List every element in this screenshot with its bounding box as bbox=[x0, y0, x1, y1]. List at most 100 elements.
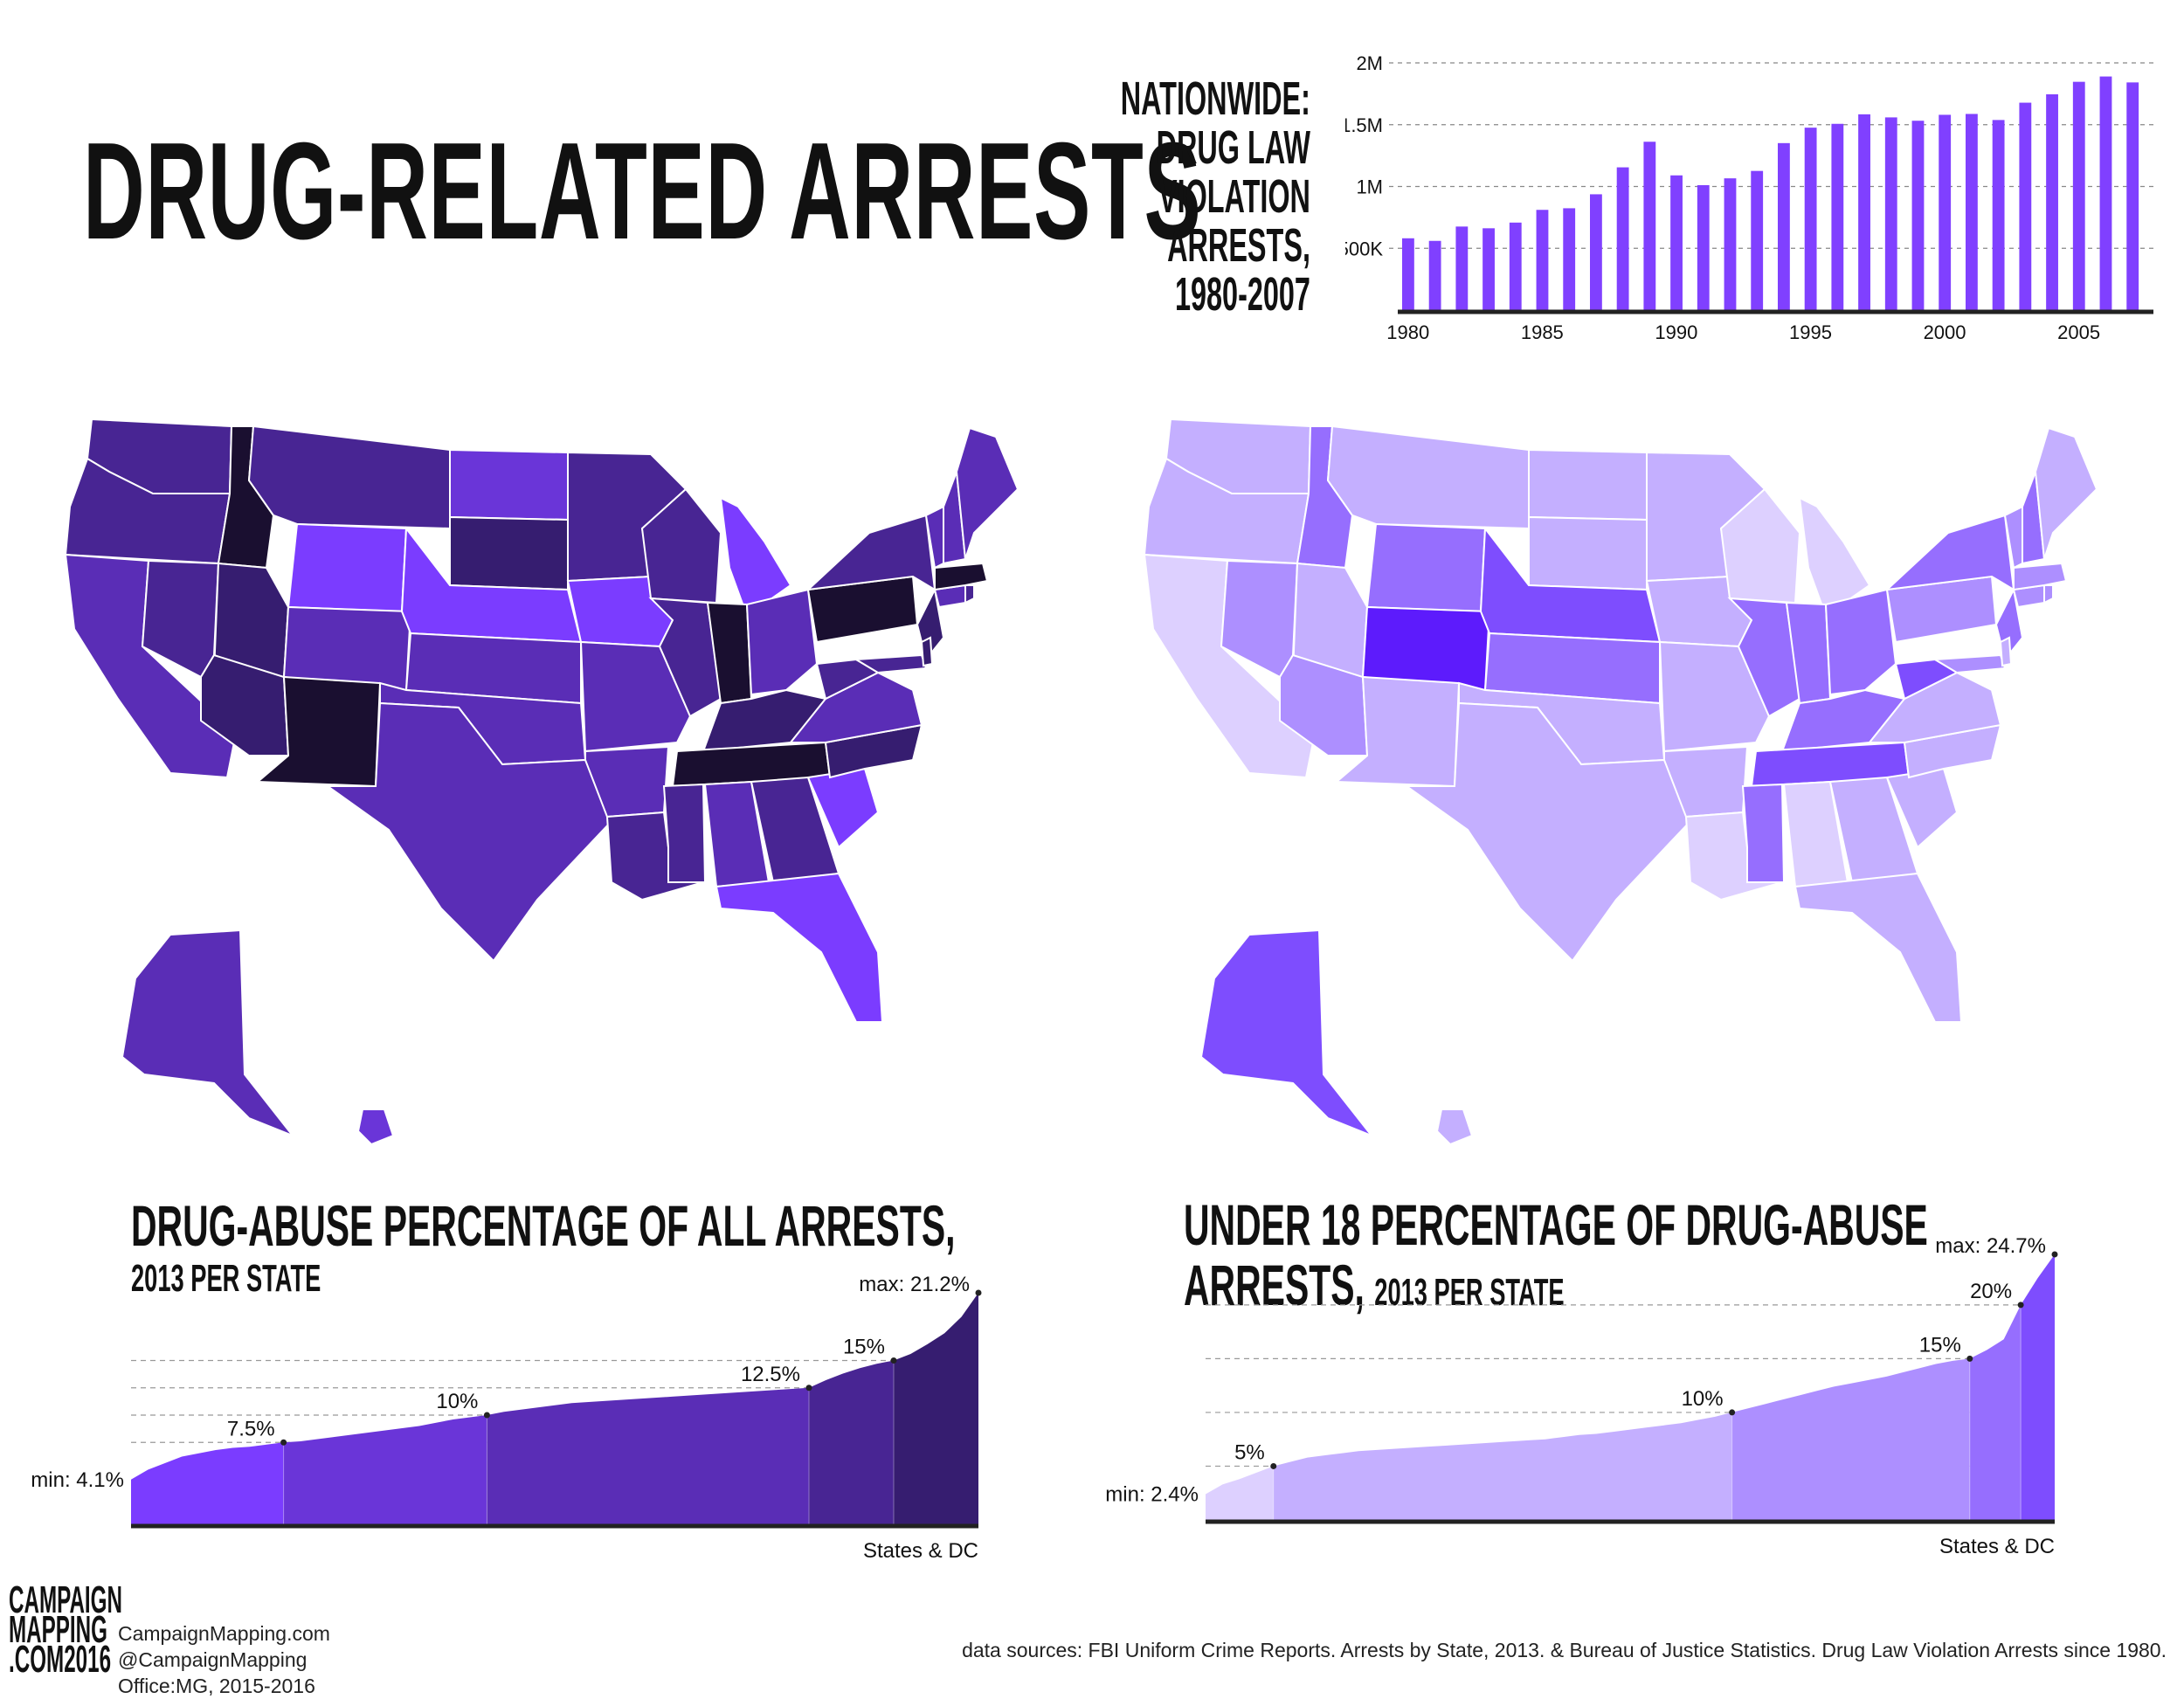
state-MI bbox=[1798, 496, 1871, 618]
state-FL bbox=[1794, 872, 1963, 1023]
bar-1994 bbox=[1778, 142, 1790, 310]
bar-1991 bbox=[1697, 184, 1710, 310]
x-tick-label: 1980 bbox=[1386, 321, 1429, 343]
min-label: min: 2.4% bbox=[1105, 1482, 1199, 1506]
state-ME bbox=[2034, 426, 2098, 560]
nationwide-bar-chart: 500K 1M 1.5M 2M 1980 1985 1990 1995 2000 2005 bbox=[1345, 52, 2153, 343]
area-band bbox=[1206, 1466, 1274, 1520]
bar-1981 bbox=[1428, 240, 1441, 310]
credit-office: Office:MG, 2015-2016 bbox=[118, 1675, 315, 1697]
us-map-drug-abuse-percentage bbox=[64, 418, 1019, 1146]
bar-2007 bbox=[2126, 82, 2139, 310]
bar-1999 bbox=[1911, 121, 1925, 310]
area-band bbox=[131, 1442, 284, 1524]
bar-1988 bbox=[1616, 167, 1629, 310]
state-HI bbox=[1435, 1108, 1474, 1146]
area-band bbox=[1273, 1412, 1732, 1520]
x-tick-label: 2000 bbox=[1924, 321, 1966, 343]
state-ME bbox=[955, 426, 1019, 560]
bar-1995 bbox=[1804, 128, 1817, 310]
bar-1997 bbox=[1858, 114, 1870, 310]
label-line: DRUG LAW bbox=[1156, 121, 1310, 174]
state-RI bbox=[964, 584, 975, 604]
state-TX bbox=[1403, 701, 1692, 963]
state-MD bbox=[853, 653, 928, 674]
max-label: max: 21.2% bbox=[859, 1273, 970, 1296]
state-MD bbox=[1932, 653, 2007, 674]
threshold-label: 20% bbox=[1970, 1280, 2012, 1303]
page-title: DRUG-RELATED ARRESTS bbox=[83, 114, 1202, 268]
credit-handle: @CampaignMapping bbox=[118, 1648, 308, 1671]
state-NY bbox=[805, 514, 936, 591]
threshold-label: 15% bbox=[1919, 1333, 1961, 1357]
y-tick-label: 1.5M bbox=[1345, 114, 1383, 136]
threshold-label: 10% bbox=[436, 1390, 478, 1413]
state-SD bbox=[1528, 515, 1648, 591]
bar-1992 bbox=[1724, 178, 1737, 310]
state-MT bbox=[1326, 425, 1530, 530]
bar-1996 bbox=[1831, 123, 1844, 310]
state-FL bbox=[715, 872, 884, 1023]
state-WY bbox=[287, 522, 408, 613]
state-NM bbox=[255, 675, 382, 788]
state-ND bbox=[449, 448, 569, 521]
credits: CampaignMapping.com @CampaignMapping Off… bbox=[118, 1620, 330, 1699]
x-axis-label: States & DC bbox=[863, 1539, 978, 1563]
area-band bbox=[1731, 1358, 1970, 1520]
y-tick-label: 500K bbox=[1345, 238, 1383, 259]
state-WI bbox=[640, 487, 722, 604]
state-HI bbox=[356, 1108, 395, 1146]
bar-2002 bbox=[1992, 120, 2005, 310]
x-tick-label: 1985 bbox=[1521, 321, 1564, 343]
max-label: max: 24.7% bbox=[1935, 1234, 2046, 1258]
label-line: 1980-2007 bbox=[1175, 268, 1310, 321]
bar-2000 bbox=[1939, 114, 1952, 310]
bar-1989 bbox=[1643, 142, 1656, 310]
state-ND bbox=[1528, 448, 1648, 521]
left-chart-title: DRUG-ABUSE PERCENTAGE OF ALL ARRESTS, 20… bbox=[131, 1193, 956, 1300]
area-band bbox=[894, 1293, 978, 1524]
bar-1987 bbox=[1590, 194, 1602, 310]
threshold-dot bbox=[1270, 1462, 1277, 1469]
state-NM bbox=[1334, 675, 1461, 788]
state-MI bbox=[719, 496, 792, 618]
x-tick-label: 2005 bbox=[2057, 321, 2100, 343]
state-MO bbox=[1658, 640, 1771, 753]
x-tick-label: 1990 bbox=[1655, 321, 1697, 343]
bar-1986 bbox=[1563, 208, 1576, 310]
state-DE bbox=[920, 636, 934, 667]
max-dot bbox=[2051, 1251, 2058, 1258]
threshold-label: 12.5% bbox=[741, 1363, 800, 1386]
bar-2001 bbox=[1966, 114, 1978, 310]
x-axis-label: States & DC bbox=[1939, 1535, 2055, 1558]
y-tick-label: 2M bbox=[1356, 52, 1383, 74]
state-NY bbox=[1884, 514, 2015, 591]
campaign-mapping-logo: CAMPAIGN MAPPING .COM2016 bbox=[9, 1578, 122, 1681]
bar-2006 bbox=[2099, 76, 2112, 310]
label-line: NATIONWIDE: bbox=[1120, 73, 1310, 125]
state-MA bbox=[2013, 562, 2068, 591]
bar-1982 bbox=[1455, 226, 1469, 310]
state-WY bbox=[1365, 522, 1487, 613]
bar-1980 bbox=[1402, 238, 1414, 310]
max-dot bbox=[975, 1289, 982, 1296]
threshold-dot bbox=[890, 1357, 897, 1364]
state-OH bbox=[745, 588, 819, 696]
bar-1990 bbox=[1670, 175, 1683, 310]
y-tick-label: 1M bbox=[1356, 176, 1383, 198]
bar-2003 bbox=[2019, 102, 2032, 310]
area-band bbox=[283, 1415, 487, 1524]
label-line: VIOLATION bbox=[1158, 170, 1310, 223]
state-AK bbox=[1199, 929, 1375, 1138]
threshold-label: 10% bbox=[1682, 1387, 1724, 1411]
threshold-dot bbox=[2017, 1302, 2024, 1309]
credit-website: CampaignMapping.com bbox=[118, 1622, 330, 1645]
state-MO bbox=[579, 640, 692, 753]
threshold-dot bbox=[1966, 1355, 1973, 1362]
state-TX bbox=[324, 701, 613, 963]
area-band bbox=[487, 1387, 809, 1524]
data-sources: data sources: FBI Uniform Crime Reports.… bbox=[962, 1639, 2167, 1661]
state-MT bbox=[247, 425, 451, 530]
area-band bbox=[1969, 1304, 2022, 1520]
state-MA bbox=[934, 562, 989, 591]
